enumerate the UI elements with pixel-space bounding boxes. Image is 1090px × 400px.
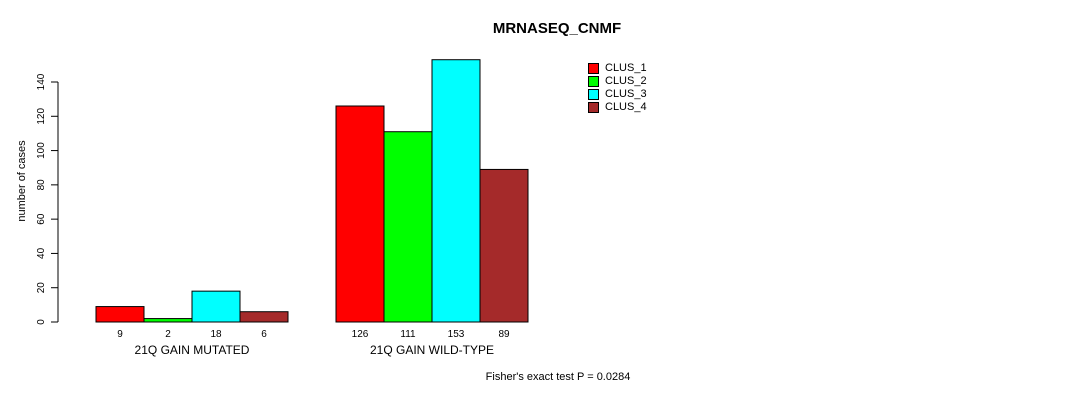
legend-item-clus-3: CLUS_3 bbox=[588, 88, 647, 101]
bar-clus_3-group-2 bbox=[431, 59, 481, 323]
legend-label-clus-4: CLUS_4 bbox=[605, 101, 647, 113]
legend-item-clus-2: CLUS_2 bbox=[588, 75, 647, 88]
group-label-1: 21Q GAIN MUTATED bbox=[135, 343, 250, 357]
y-tick-label: 120 bbox=[36, 108, 47, 125]
bar-clus_4-group-1 bbox=[239, 311, 289, 323]
bar-value-label: 9 bbox=[117, 329, 123, 340]
bar-clus_2-group-1 bbox=[143, 318, 193, 323]
group-label-2: 21Q GAIN WILD-TYPE bbox=[370, 343, 494, 357]
bar-value-label: 153 bbox=[448, 329, 465, 340]
legend-label-clus-3: CLUS_3 bbox=[605, 88, 647, 100]
bar-clus_3-group-1 bbox=[191, 290, 241, 323]
legend-label-clus-2: CLUS_2 bbox=[605, 75, 647, 87]
fisher-exact-test-annotation: Fisher's exact test P = 0.0284 bbox=[485, 371, 631, 383]
bar-value-label: 2 bbox=[165, 329, 171, 340]
legend-swatch-clus-1-icon bbox=[588, 63, 599, 74]
bar-clus_2-group-2 bbox=[383, 131, 433, 323]
y-tick-label: 60 bbox=[36, 213, 47, 225]
bar-value-label: 126 bbox=[352, 329, 369, 340]
legend-swatch-clus-4-icon bbox=[588, 102, 599, 113]
bar-value-label: 89 bbox=[498, 329, 510, 340]
legend-swatch-clus-2-icon bbox=[588, 76, 599, 87]
y-tick-label: 80 bbox=[36, 179, 47, 191]
bar-value-label: 111 bbox=[400, 329, 416, 340]
chart-title: MRNASEQ_CNMF bbox=[492, 20, 622, 37]
y-tick-label: 40 bbox=[36, 247, 47, 259]
legend-item-clus-1: CLUS_1 bbox=[588, 62, 647, 75]
bar-value-label: 6 bbox=[261, 329, 267, 340]
legend-item-clus-4: CLUS_4 bbox=[588, 101, 647, 114]
bar-clus_1-group-2 bbox=[335, 105, 385, 323]
bar-clus_1-group-1 bbox=[95, 306, 145, 323]
bar-clus_4-group-2 bbox=[479, 168, 529, 323]
y-tick-label: 140 bbox=[36, 73, 47, 90]
y-tick-label: 20 bbox=[36, 282, 47, 294]
bar-value-label: 18 bbox=[210, 329, 222, 340]
legend-label-clus-1: CLUS_1 bbox=[605, 62, 647, 74]
y-tick-label: 0 bbox=[36, 319, 47, 325]
legend-swatch-clus-3-icon bbox=[588, 89, 599, 100]
legend: CLUS_1 CLUS_2 CLUS_3 CLUS_4 bbox=[588, 62, 647, 114]
y-tick-label: 100 bbox=[36, 142, 47, 159]
